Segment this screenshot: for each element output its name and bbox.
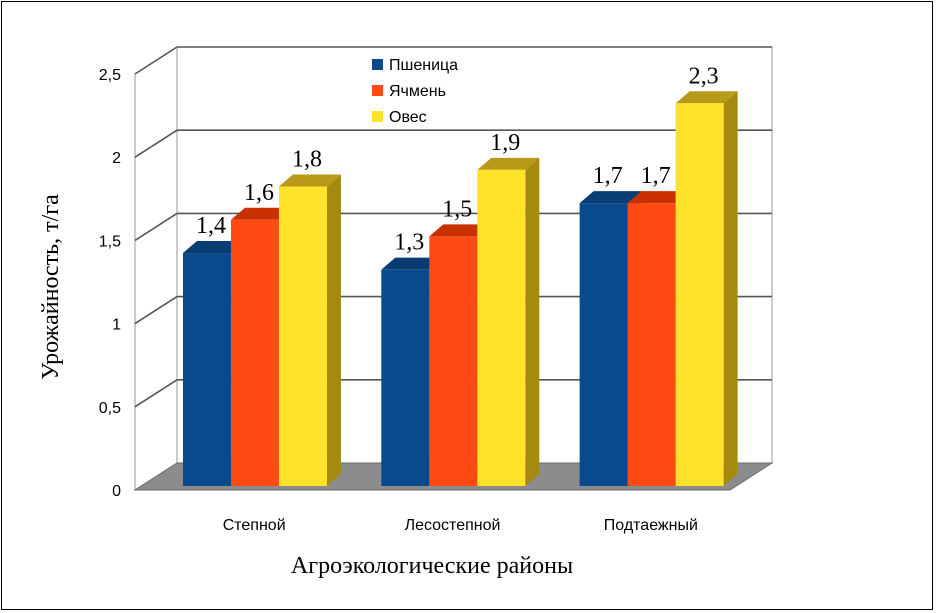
data-label: 1,7 <box>641 163 671 189</box>
bar-top <box>182 241 245 254</box>
data-label: 2,3 <box>689 63 719 89</box>
bar-side <box>326 174 341 487</box>
bar <box>477 169 526 486</box>
bar-top <box>477 157 540 170</box>
legend-swatch <box>372 111 383 122</box>
x-tick-label: Подтаежный <box>604 517 698 534</box>
bar-top <box>278 174 341 187</box>
data-label: 1,8 <box>292 146 322 172</box>
bar <box>278 186 327 487</box>
bar-top <box>579 191 642 204</box>
gridline-side <box>134 212 178 242</box>
y-tick-label: 2 <box>112 150 121 167</box>
y-tick-label: 2,5 <box>99 67 121 84</box>
bar-side <box>723 91 738 486</box>
bar-top <box>675 91 738 104</box>
bar-top <box>627 191 690 204</box>
bar-top <box>429 224 492 237</box>
data-label: 1,7 <box>593 163 623 189</box>
bar <box>230 219 279 486</box>
x-tick-label: Лесостепной <box>405 517 501 534</box>
gridline-side <box>134 295 178 325</box>
y-tick-label: 1,5 <box>99 233 121 250</box>
side-wall <box>134 46 178 491</box>
bar-side <box>525 157 540 486</box>
data-label: 1,4 <box>196 213 226 239</box>
bar <box>579 203 628 486</box>
data-label: 1,6 <box>244 180 274 206</box>
bar-top <box>230 207 293 220</box>
data-label: 1,9 <box>490 130 520 156</box>
y-axis-title: Урожайность, т/га <box>38 194 64 380</box>
bar <box>429 236 478 486</box>
bar <box>627 203 676 486</box>
legend-label: Пшеница <box>389 57 458 74</box>
data-label: 1,3 <box>394 230 424 256</box>
y-tick-label: 0,5 <box>99 400 121 417</box>
bar-top <box>381 257 444 270</box>
bar <box>182 253 231 486</box>
legend-label: Овес <box>389 109 427 126</box>
bar <box>381 269 430 486</box>
legend-swatch <box>372 59 383 70</box>
legend-swatch <box>372 85 383 96</box>
y-tick-label: 1 <box>112 317 121 334</box>
bar <box>675 103 724 486</box>
gridline-side <box>134 379 178 408</box>
data-label: 1,5 <box>442 196 472 222</box>
y-tick-label: 0 <box>112 483 121 500</box>
x-axis-title: Агроэкологические районы <box>291 553 573 579</box>
x-tick-label: Степной <box>223 517 286 534</box>
gridline-side <box>134 46 178 75</box>
gridline-side <box>134 129 178 158</box>
legend-label: Ячмень <box>389 83 446 100</box>
